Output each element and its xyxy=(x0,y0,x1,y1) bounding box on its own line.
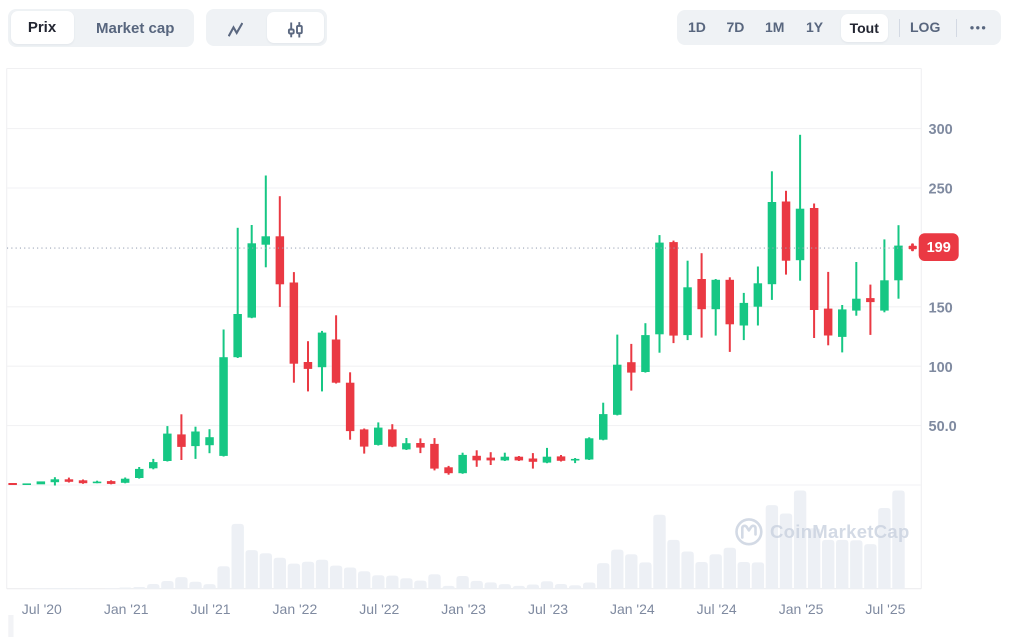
svg-text:150: 150 xyxy=(929,300,953,316)
svg-text:Jul '25: Jul '25 xyxy=(865,601,905,617)
svg-text:CoinMarketCap: CoinMarketCap xyxy=(770,521,910,542)
svg-text:199: 199 xyxy=(927,240,951,256)
svg-text:Jul '24: Jul '24 xyxy=(697,601,737,617)
svg-text:Jan '21: Jan '21 xyxy=(104,601,149,617)
svg-text:Jul '20: Jul '20 xyxy=(22,601,62,617)
svg-text:300: 300 xyxy=(929,122,953,138)
svg-text:250: 250 xyxy=(929,182,953,198)
svg-text:Jul '22: Jul '22 xyxy=(359,601,399,617)
svg-text:Jan '22: Jan '22 xyxy=(273,601,318,617)
svg-text:Jul '23: Jul '23 xyxy=(528,601,568,617)
svg-text:Jan '24: Jan '24 xyxy=(610,601,655,617)
svg-text:100: 100 xyxy=(929,360,953,376)
svg-text:Jan '23: Jan '23 xyxy=(441,601,486,617)
svg-text:Jan '25: Jan '25 xyxy=(779,601,824,617)
svg-text:Jul '21: Jul '21 xyxy=(190,601,230,617)
svg-text:50.0: 50.0 xyxy=(929,419,957,435)
